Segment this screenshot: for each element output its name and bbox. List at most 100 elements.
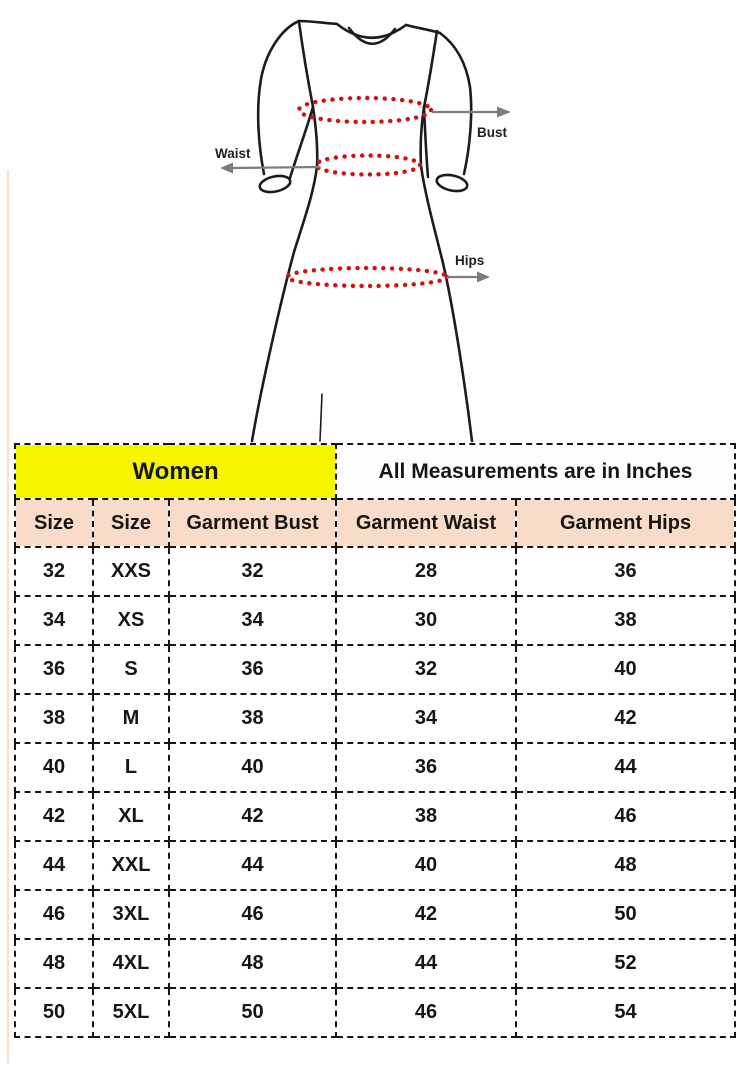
size-cell: 42: [14, 791, 94, 842]
bust-cell: 32: [167, 546, 338, 597]
col-header-garment-hips: Garment Hips: [515, 498, 737, 548]
hips-measure-ellipse: [284, 265, 450, 289]
waist-cell: 30: [335, 595, 518, 646]
size-cell: 32: [14, 546, 94, 597]
waist-cell: 36: [335, 742, 518, 793]
table-row: 36 S 36 32 40: [14, 644, 737, 695]
waist-measure-ellipse: [313, 153, 423, 177]
bust-cell: 50: [167, 987, 338, 1038]
right-bodice-seam: [422, 29, 439, 109]
size-cell: 40: [14, 742, 94, 793]
table-row: 38 M 38 34 42: [14, 693, 737, 744]
table-row: 42 XL 42 38 46: [14, 791, 737, 842]
bust-cell: 42: [167, 791, 338, 842]
units-header-cell: All Measurements are in Inches: [335, 443, 737, 500]
hips-cell: 44: [515, 742, 737, 793]
col-header-size-letter: Size: [92, 498, 170, 548]
bust-cell: 44: [167, 840, 338, 891]
size-cell: L: [92, 742, 170, 793]
waist-label: Waist: [215, 146, 251, 161]
hips-cell: 36: [515, 546, 737, 597]
waist-arrow: [232, 165, 321, 170]
table-row: 34 XS 34 30 38: [14, 595, 737, 646]
waist-cell: 28: [335, 546, 518, 597]
waist-cell: 32: [335, 644, 518, 695]
size-cell: XXS: [92, 546, 170, 597]
left-side-and-skirt: [250, 105, 319, 443]
size-cell: 3XL: [92, 889, 170, 940]
hips-cell: 50: [515, 889, 737, 940]
hips-cell: 48: [515, 840, 737, 891]
waist-cell: 34: [335, 693, 518, 744]
waist-cell: 42: [335, 889, 518, 940]
bust-arrowhead-icon: [497, 106, 511, 118]
table-row: 44 XXL 44 40 48: [14, 840, 737, 891]
col-header-size-numeric: Size: [14, 498, 94, 548]
size-cell: 36: [14, 644, 94, 695]
left-sleeve-inner: [288, 105, 315, 180]
left-bodice-seam: [297, 20, 315, 109]
bust-label: Bust: [477, 125, 508, 140]
table-row: 46 3XL 46 42 50: [14, 889, 737, 940]
size-cell: 4XL: [92, 938, 170, 989]
bust-cell: 46: [167, 889, 338, 940]
neckline-outer: [335, 22, 408, 40]
size-chart-table: Women All Measurements are in Inches Siz…: [13, 443, 737, 1038]
left-shoulder: [297, 19, 339, 26]
women-header-cell: Women: [13, 443, 338, 500]
right-side-and-skirt: [419, 105, 474, 443]
hips-cell: 54: [515, 987, 737, 1038]
dress-measurement-diagram: Bust Waist Hips: [215, 19, 511, 443]
table-row: 50 5XL 50 46 54: [14, 987, 737, 1038]
hips-cell: 52: [515, 938, 737, 989]
waist-cell: 38: [335, 791, 518, 842]
bust-cell: 36: [167, 644, 338, 695]
right-sleeve-inner: [422, 105, 430, 179]
size-cell: 50: [14, 987, 94, 1038]
waist-cell: 44: [335, 938, 518, 989]
group-header-row: Women All Measurements are in Inches: [13, 443, 737, 500]
left-sleeve-outer: [256, 19, 301, 176]
table-row: 32 XXS 32 28 36: [14, 546, 737, 597]
waist-cell: 46: [335, 987, 518, 1038]
right-sleeve-outer: [438, 31, 473, 176]
bust-cell: 38: [167, 693, 338, 744]
dress-outline: [250, 19, 474, 443]
table-row: 48 4XL 48 44 52: [14, 938, 737, 989]
table-row: 40 L 40 36 44: [14, 742, 737, 793]
size-cell: 34: [14, 595, 94, 646]
col-header-garment-bust: Garment Bust: [167, 498, 338, 548]
size-cell: 38: [14, 693, 94, 744]
waist-arrowhead-icon: [220, 162, 233, 174]
size-cell: 48: [14, 938, 94, 989]
measure-arrows: [220, 106, 511, 283]
bust-cell: 48: [167, 938, 338, 989]
bust-measure-ellipse: [296, 95, 434, 125]
size-cell: 44: [14, 840, 94, 891]
size-cell: XXL: [92, 840, 170, 891]
scan-edge-artifact: [7, 170, 9, 1063]
hips-cell: 42: [515, 693, 737, 744]
column-header-row: Size Size Garment Bust Garment Waist Gar…: [14, 498, 737, 548]
right-shoulder: [404, 23, 442, 35]
size-cell: XL: [92, 791, 170, 842]
bust-cell: 40: [167, 742, 338, 793]
hips-arrowhead-icon: [477, 271, 490, 283]
hips-cell: 40: [515, 644, 737, 695]
size-cell: XS: [92, 595, 170, 646]
skirt-slit: [319, 393, 323, 442]
size-cell: 46: [14, 889, 94, 940]
waist-cell: 40: [335, 840, 518, 891]
bust-cell: 34: [167, 595, 338, 646]
neckline-inner: [347, 26, 397, 45]
left-cuff: [258, 174, 292, 194]
hips-label: Hips: [455, 253, 484, 268]
size-cell: M: [92, 693, 170, 744]
right-cuff: [435, 173, 469, 193]
size-cell: 5XL: [92, 987, 170, 1038]
hips-cell: 46: [515, 791, 737, 842]
size-table-body: 32 XXS 32 28 36 34 XS 34 30 38 36 S 36 3…: [14, 546, 737, 1038]
hips-cell: 38: [515, 595, 737, 646]
size-cell: S: [92, 644, 170, 695]
